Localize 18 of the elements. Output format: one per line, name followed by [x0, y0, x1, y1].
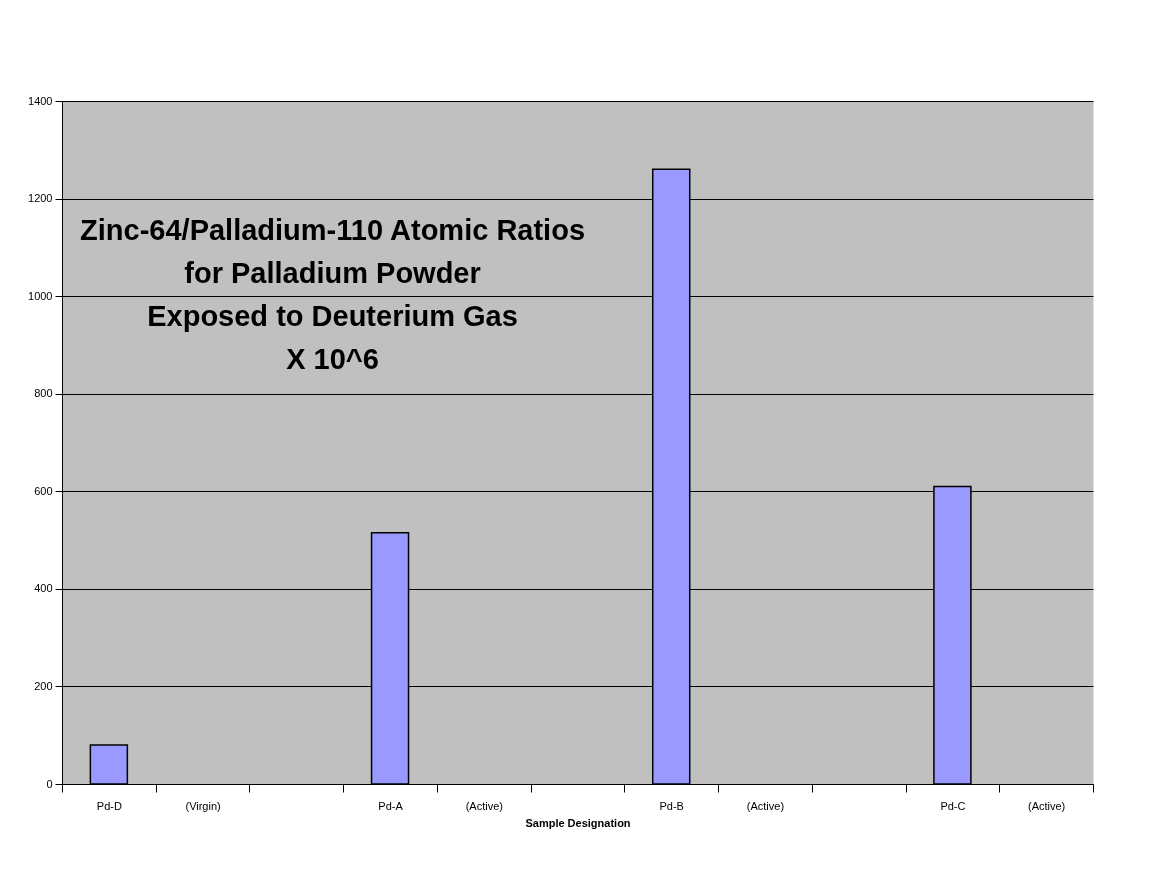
x-axis-title: Sample Designation	[525, 816, 631, 829]
x-tick-label: (Active)	[1028, 799, 1066, 812]
text: Zinc-64/Palladium-110 Atomic Ratios for Palladium Powder Exposed to Deuterium Gas X 10^6	[80, 214, 586, 375]
x-tick-label: (Active)	[746, 799, 785, 812]
y-tick-label: 400	[34, 582, 53, 595]
y-tick-label: 1000	[28, 289, 53, 302]
x-tick-label: Pd-B	[659, 799, 684, 812]
x-tick-label: Pd-C	[940, 799, 966, 812]
y-tick-label: 1200	[28, 192, 53, 205]
y-tick-label: 600	[34, 484, 53, 497]
x-tick-label: (Active)	[465, 799, 503, 812]
y-tick-label: 0	[46, 777, 53, 790]
x-tick-label: Pd-A	[378, 799, 404, 812]
y-tick-label: 200	[34, 679, 53, 692]
x-tick-label: Pd-D	[96, 799, 122, 812]
y-tick-label: 800	[34, 387, 53, 400]
y-tick-label: 1400	[28, 94, 53, 107]
x-tick-label: (Virgin)	[185, 799, 221, 812]
